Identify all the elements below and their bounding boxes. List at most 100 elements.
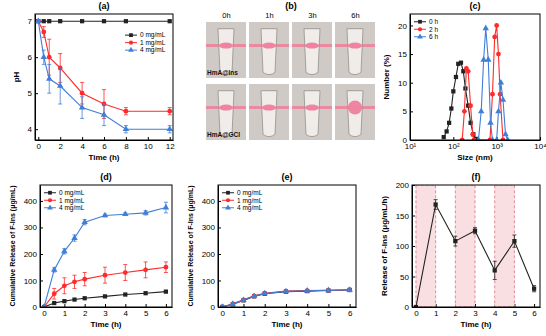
error-bar xyxy=(42,27,46,38)
marker xyxy=(52,291,57,296)
row-label: HmA@GCI xyxy=(207,131,240,138)
tube xyxy=(261,29,277,75)
tick-label: 6 xyxy=(102,142,107,151)
error-bar xyxy=(434,200,438,210)
tick-label: 20 xyxy=(398,22,407,31)
plot-area xyxy=(41,202,169,307)
marker xyxy=(466,69,471,74)
tick-label: 400 xyxy=(24,197,38,206)
tick-label: 1 xyxy=(63,309,68,318)
marker xyxy=(124,19,128,23)
tick-label: 150 xyxy=(396,212,410,221)
error-bar xyxy=(103,267,107,283)
y-axis-title: Number (%) xyxy=(382,54,391,99)
marker xyxy=(164,289,168,293)
plot-frame xyxy=(412,185,540,307)
tick-label: 0 xyxy=(42,309,47,318)
marker xyxy=(459,61,463,65)
plot-area xyxy=(35,17,173,132)
tick-label: 5 xyxy=(144,309,149,318)
photo xyxy=(206,22,246,78)
legend-marker xyxy=(48,198,52,202)
marker xyxy=(61,248,67,254)
tube xyxy=(218,91,234,137)
x-axis: 0123456 xyxy=(219,304,357,318)
marker xyxy=(82,277,87,282)
tick-label: 1 xyxy=(434,309,439,318)
marker xyxy=(103,294,107,298)
tick-label: 5 xyxy=(327,309,332,318)
error-bar xyxy=(73,275,77,288)
panel: 01234560100200300400(d)Time (h)Cumulativ… xyxy=(9,172,173,329)
marker xyxy=(164,265,169,270)
tick-label: 1 xyxy=(242,309,247,318)
photo-background xyxy=(206,22,246,78)
marker xyxy=(72,297,76,301)
error-bar xyxy=(52,288,56,299)
tick: 0 xyxy=(37,137,42,151)
tick: 4 xyxy=(80,137,85,151)
tick-label: 5 xyxy=(28,89,33,98)
marker xyxy=(83,296,87,300)
plot-frame xyxy=(40,185,172,307)
photo xyxy=(249,22,289,78)
marker xyxy=(143,291,147,295)
marker xyxy=(230,300,236,306)
x-axis-title: Size (nm) xyxy=(457,153,493,162)
marker xyxy=(453,239,457,243)
x-axis: 0123456 xyxy=(41,304,173,318)
tick: 3 xyxy=(103,304,108,318)
tick-label: 0 xyxy=(405,303,410,312)
legend-label: 4 mg/mL xyxy=(237,204,263,212)
tick: 1 xyxy=(63,304,68,318)
tick-label: 2 xyxy=(58,142,63,151)
beam-glow xyxy=(262,43,276,49)
legend-entry: 2 h xyxy=(414,26,438,33)
legend-marker xyxy=(48,191,52,195)
x-axis: 024681012 xyxy=(36,137,176,151)
plot-frame xyxy=(218,185,356,307)
legend-entry: 6 h xyxy=(414,33,438,40)
legend-marker xyxy=(47,204,53,209)
legend-marker xyxy=(418,20,422,24)
marker xyxy=(498,79,504,85)
tick-label: 8 xyxy=(124,142,129,151)
tick: 50 xyxy=(400,273,415,282)
legend: 0 h2 h6 h xyxy=(414,18,438,40)
tick-label: 400 xyxy=(202,197,216,206)
marker xyxy=(505,136,511,140)
legend-label: 2 h xyxy=(429,26,438,33)
marker xyxy=(493,268,497,272)
legend-label: 6 h xyxy=(429,33,438,40)
marker xyxy=(251,292,257,298)
marker xyxy=(532,287,536,291)
marker xyxy=(168,19,172,23)
tick: 4 xyxy=(124,304,129,318)
tick-label: 10² xyxy=(448,142,460,151)
panel-title: (e) xyxy=(282,172,293,182)
legend: 0 mg/mL1 mg/mL4 mg/mL xyxy=(125,31,166,54)
legend-marker xyxy=(417,33,423,38)
panel-title: (d) xyxy=(100,172,112,182)
tick-label: 0 xyxy=(37,142,42,151)
plot-area xyxy=(414,185,536,307)
marker xyxy=(346,286,352,292)
marker xyxy=(62,283,67,288)
marker xyxy=(142,209,148,215)
photo-background xyxy=(335,84,375,140)
marker xyxy=(512,239,516,243)
x-axis-title: Time (h) xyxy=(91,320,122,329)
marker xyxy=(41,53,47,59)
marker xyxy=(52,301,56,305)
marker xyxy=(123,125,129,131)
plot-area xyxy=(219,286,353,307)
tick: 6 xyxy=(532,304,537,318)
marker xyxy=(485,56,491,62)
tube xyxy=(218,29,234,75)
marker xyxy=(47,19,51,23)
marker xyxy=(444,129,448,133)
tick: 4 xyxy=(28,125,38,134)
tick-label: 100 xyxy=(24,277,38,286)
tick-label: 200 xyxy=(202,250,216,259)
photo-background xyxy=(292,84,332,140)
